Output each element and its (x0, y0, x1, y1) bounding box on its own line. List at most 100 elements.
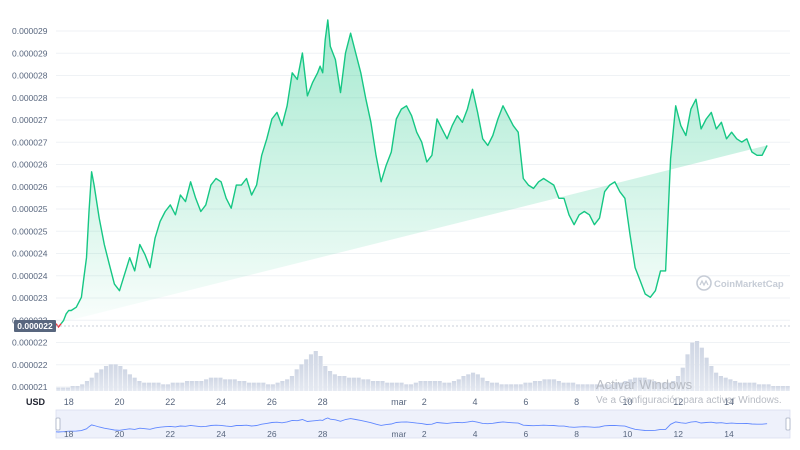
volume-bar (752, 382, 757, 391)
volume-bar (547, 379, 552, 391)
coinmarketcap-logo-wave-icon (699, 279, 709, 287)
coinmarketcap-watermark: CoinMarketCap (696, 275, 784, 291)
y-tick-label: 0.000023 (12, 293, 48, 303)
y-tick-label: 0.000025 (12, 204, 48, 214)
volume-bar (294, 369, 299, 391)
volume-bar (123, 369, 128, 391)
volume-bar (89, 377, 94, 391)
navigator-right-handle[interactable] (785, 417, 791, 431)
volume-bar (251, 382, 256, 391)
volume-bar (189, 381, 194, 391)
volume-bar (642, 377, 647, 391)
volume-bar (609, 384, 614, 391)
volume-bar (566, 382, 571, 391)
volume-bar (199, 381, 204, 391)
volume-bar (423, 381, 428, 391)
volume-bar (771, 386, 776, 391)
y-tick-label: 0.000028 (12, 71, 48, 81)
navigator-left-handle[interactable] (55, 417, 61, 431)
x-tick-label: 2 (422, 397, 427, 407)
y-tick-label: 0.000025 (12, 226, 48, 236)
coinmarketcap-logo-icon (696, 275, 712, 291)
x-tick-label: 14 (724, 397, 734, 407)
volume-bar (470, 372, 476, 391)
current-price-label: 0.000022 (17, 321, 53, 331)
volume-bar (704, 357, 709, 391)
volume-bar (714, 372, 719, 391)
x-tick-label: 8 (574, 397, 579, 407)
x-tick-label: 12 (673, 397, 683, 407)
navigator-tick-label: 2 (422, 429, 427, 439)
range-navigator[interactable]: 18 20 22 24 26 28 mar 2 4 6 8 10 12 14 (55, 409, 791, 439)
volume-bar (113, 364, 118, 391)
volume-bar (318, 356, 323, 391)
x-tick-label: 28 (318, 397, 328, 407)
volume-bar (175, 382, 180, 391)
volume-bar (675, 376, 681, 391)
y-axis-labels: 0.0000210.0000220.0000220.0000230.000023… (12, 26, 48, 392)
volume-bar (223, 379, 228, 391)
volume-bar (299, 364, 304, 391)
navigator-tick-label: 8 (574, 429, 579, 439)
volume-bar (375, 381, 380, 391)
volume-bar (132, 377, 137, 391)
x-tick-label: 22 (165, 397, 175, 407)
volume-bar (280, 381, 285, 391)
volume-bar (680, 367, 685, 391)
y-tick-label: 0.000027 (12, 115, 48, 125)
volume-bar (447, 382, 452, 391)
volume-bar (213, 377, 218, 391)
volume-bar (509, 384, 514, 391)
volume-bar (304, 359, 309, 391)
volume-bar (137, 381, 142, 391)
volume-bar (394, 382, 399, 391)
navigator-tick-label: 22 (166, 429, 176, 439)
volume-bar (237, 381, 242, 391)
navigator-line (55, 417, 768, 433)
current-price-marker: 0.000022 (14, 320, 790, 332)
volume-bar (776, 386, 781, 391)
volume-bar (151, 382, 156, 391)
volume-bar (733, 381, 738, 391)
volume-bar (80, 384, 85, 391)
price-line-negative (55, 323, 62, 329)
volume-bar (718, 376, 723, 391)
volume-bar (585, 384, 590, 391)
volume-bar (165, 384, 171, 391)
volume-bar (671, 381, 676, 391)
volume-bar (418, 381, 423, 391)
x-tick-label: 4 (473, 397, 478, 407)
navigator-tick-label: 12 (674, 429, 684, 439)
volume-bar (323, 366, 328, 391)
volume-bar (647, 379, 652, 391)
volume-bar (485, 381, 490, 391)
activate-windows-title: Activar Windows (596, 377, 693, 392)
navigator-tick-label: 24 (216, 429, 226, 439)
y-tick-label: 0.000028 (12, 93, 48, 103)
y-tick-label: 0.000022 (12, 360, 48, 370)
volume-bar (99, 369, 104, 391)
volume-bar (204, 379, 209, 391)
volume-bar (409, 384, 414, 391)
volume-bar (266, 384, 271, 391)
y-tick-label: 0.000029 (12, 48, 48, 58)
volume-bar (761, 384, 766, 391)
volume-bar (780, 386, 785, 391)
volume-bar (594, 384, 600, 391)
volume-bar (413, 382, 418, 391)
volume-bar (308, 354, 314, 391)
volume-bar (194, 381, 199, 391)
volume-bar (389, 382, 395, 391)
y-tick-label: 0.000024 (12, 249, 48, 259)
navigator-price-line (55, 417, 768, 433)
volume-bar (542, 379, 547, 391)
volume-bar (356, 377, 361, 391)
volume-bar (289, 376, 295, 391)
volume-bar (351, 377, 356, 391)
volume-bar (513, 384, 519, 391)
price-line[interactable] (55, 19, 768, 329)
volume-bar (618, 382, 623, 391)
volume-bar (118, 366, 123, 391)
volume-bar (380, 381, 385, 391)
